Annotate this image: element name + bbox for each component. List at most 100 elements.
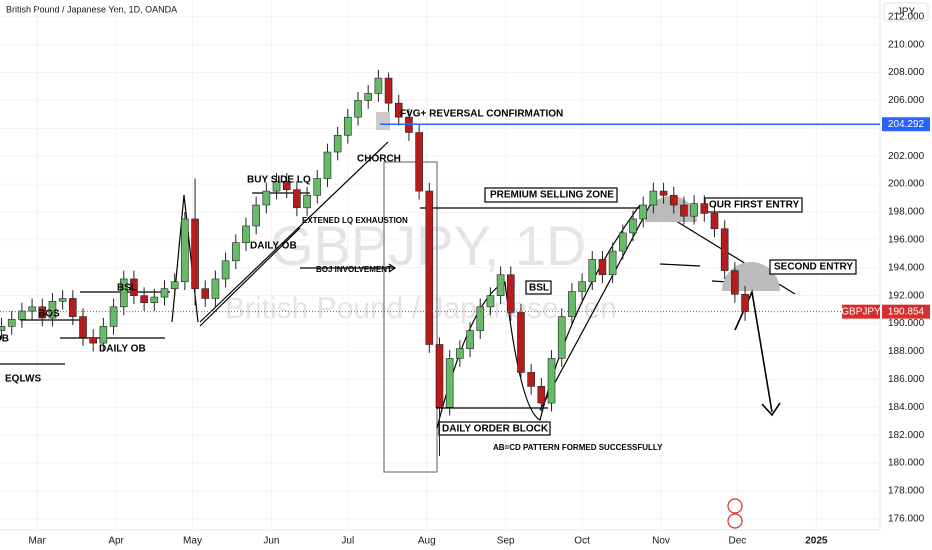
candle-body <box>160 288 169 298</box>
y-tick-label: 198.000 <box>888 207 925 218</box>
label-box <box>769 259 857 275</box>
candle-body <box>303 194 311 209</box>
candle-body <box>476 306 485 331</box>
line <box>199 227 301 327</box>
arrow-head <box>388 263 397 273</box>
line <box>183 194 199 323</box>
annotation: BSL <box>529 283 549 294</box>
price-label: 190.854 <box>888 306 925 317</box>
y-tick-label: 186.000 <box>888 374 925 385</box>
currency: JPY <box>897 7 916 18</box>
candle-body <box>333 134 342 153</box>
annotation: DAILY ORDER BLOCK <box>442 424 549 435</box>
y-tick-label: 202.000 <box>888 151 925 162</box>
x-tick-label: Apr <box>108 536 124 547</box>
candle-body <box>588 259 597 283</box>
candle-body <box>384 77 393 104</box>
label-box <box>525 280 552 295</box>
candle-body <box>537 386 546 404</box>
candle-body <box>109 306 118 327</box>
annotation: FVG+ REVERSAL CONFIRMATION <box>400 109 563 120</box>
candle-body <box>700 203 709 214</box>
y-tick-label: 190.000 <box>888 318 925 329</box>
candle-body <box>394 102 403 118</box>
currency-box <box>883 2 929 22</box>
candle-body <box>466 330 474 349</box>
candle-body <box>18 310 26 320</box>
candle-body <box>374 77 383 94</box>
annotation: DAILY OB <box>99 344 146 355</box>
x-tick-label: Nov <box>652 536 670 547</box>
candle-body <box>89 337 97 344</box>
candle-body <box>619 232 627 252</box>
arrow <box>734 289 773 413</box>
candle-body <box>659 190 668 196</box>
candle-body <box>252 204 260 227</box>
candle-body <box>506 274 515 313</box>
fvg <box>376 112 390 130</box>
candle-body <box>140 295 148 303</box>
candle-body <box>527 372 535 387</box>
x-tick-label: Aug <box>418 536 436 547</box>
candle-body <box>313 178 322 196</box>
candle-body <box>221 260 230 280</box>
y-tick-label: 194.000 <box>888 262 925 273</box>
candle-body <box>608 250 617 276</box>
candle-body <box>629 218 637 234</box>
candle-body <box>211 278 220 299</box>
candle-body <box>639 204 647 220</box>
annotation: BOJ INVOLVEMENT <box>316 265 392 274</box>
x-tick-label: Mar <box>29 536 47 547</box>
candle-body <box>598 259 607 276</box>
candle-body <box>496 274 505 296</box>
candle-body <box>282 181 291 190</box>
y-tick-label: 210.000 <box>888 39 925 50</box>
x-tick-label: Oct <box>574 536 590 547</box>
candle-body <box>435 344 444 408</box>
candle-body <box>344 116 352 136</box>
candle-body <box>323 151 332 179</box>
price-badge <box>882 117 930 132</box>
x-tick-label: Sep <box>497 536 515 547</box>
candle-body <box>547 358 556 404</box>
price-badge <box>882 304 930 319</box>
candle-body <box>456 348 464 359</box>
annotation: OUR FIRST ENTRY <box>709 200 800 211</box>
annotation: SECOND ENTRY <box>774 262 853 273</box>
x-tick-label: Dec <box>729 536 747 547</box>
y-tick-label: 176.000 <box>888 513 925 524</box>
candle-body <box>150 296 159 303</box>
candle-body <box>720 228 729 271</box>
candle-body <box>568 291 576 317</box>
arrow-head <box>761 402 781 417</box>
annotation: AB=CD PATTERN FORMED SUCCESSFULLY <box>493 443 663 452</box>
candle-body <box>7 319 16 327</box>
y-tick-label: 206.000 <box>888 95 925 106</box>
watermark: British Pound / Japanese Yen <box>225 292 617 325</box>
box <box>383 161 438 473</box>
symbol-badge <box>842 304 880 319</box>
candle-body <box>486 295 495 308</box>
candle-body <box>354 100 362 118</box>
y-tick-label: 196.000 <box>888 235 925 246</box>
candle-body <box>445 358 454 408</box>
candle-body <box>710 213 719 230</box>
candle-body <box>58 298 67 302</box>
line <box>659 263 701 267</box>
candle-body <box>649 190 658 206</box>
y-tick-label: 180.000 <box>888 458 925 469</box>
candle-body <box>242 225 250 243</box>
candle-body <box>272 181 281 192</box>
x-tick-label: May <box>183 536 202 547</box>
y-tick-label: 178.000 <box>888 486 925 497</box>
candle-body <box>690 203 698 217</box>
y-tick-label: 200.000 <box>888 179 925 190</box>
y-tick-label: 184.000 <box>888 402 925 413</box>
candle-body <box>262 190 271 206</box>
y-tick-label: 208.000 <box>888 67 925 78</box>
candle-body <box>557 316 566 359</box>
candle-body <box>130 278 138 296</box>
icon <box>727 498 743 514</box>
